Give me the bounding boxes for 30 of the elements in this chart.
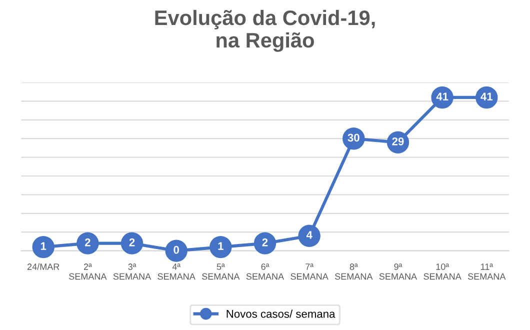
x-tick-label: 24/MAR	[28, 263, 60, 270]
x-tick-label: 5ª SEMANA	[202, 264, 240, 280]
data-label: 41	[436, 92, 448, 100]
legend-label: Novos casos/ semana	[226, 310, 336, 318]
data-label: 2	[129, 238, 135, 246]
point	[165, 240, 188, 262]
x-tick-label: 6ª SEMANA	[246, 264, 284, 280]
data-label: 29	[392, 137, 404, 146]
x-tick-label: 2ª SEMANA	[69, 264, 107, 280]
data-label: 1	[218, 242, 224, 250]
data-label: 1	[40, 242, 46, 250]
point	[32, 236, 54, 258]
data-label: 4	[306, 231, 312, 239]
data-label: 2	[262, 238, 268, 246]
data-label: 30	[348, 134, 360, 142]
point	[120, 232, 144, 254]
x-tick-label: 3ª SEMANA	[113, 264, 152, 280]
point	[254, 232, 276, 254]
x-tick-label: 9ª SEMANA	[379, 264, 418, 280]
point	[210, 236, 232, 258]
point	[76, 232, 99, 254]
x-tick-label: 11ª SEMANA	[468, 264, 506, 280]
data-label: 2	[84, 238, 90, 246]
data-label: 0	[174, 246, 179, 254]
data-label: 41	[480, 92, 493, 100]
x-tick-label: 8ª SEMANA	[335, 264, 373, 280]
x-tick-label: 10ª SEMANA	[424, 264, 462, 280]
chart-title: Evolução da Covid-19, na Região	[155, 10, 375, 52]
x-tick-label: 7ª SEMANA	[290, 264, 328, 280]
x-tick-label: 4ª SEMANA	[158, 264, 196, 280]
